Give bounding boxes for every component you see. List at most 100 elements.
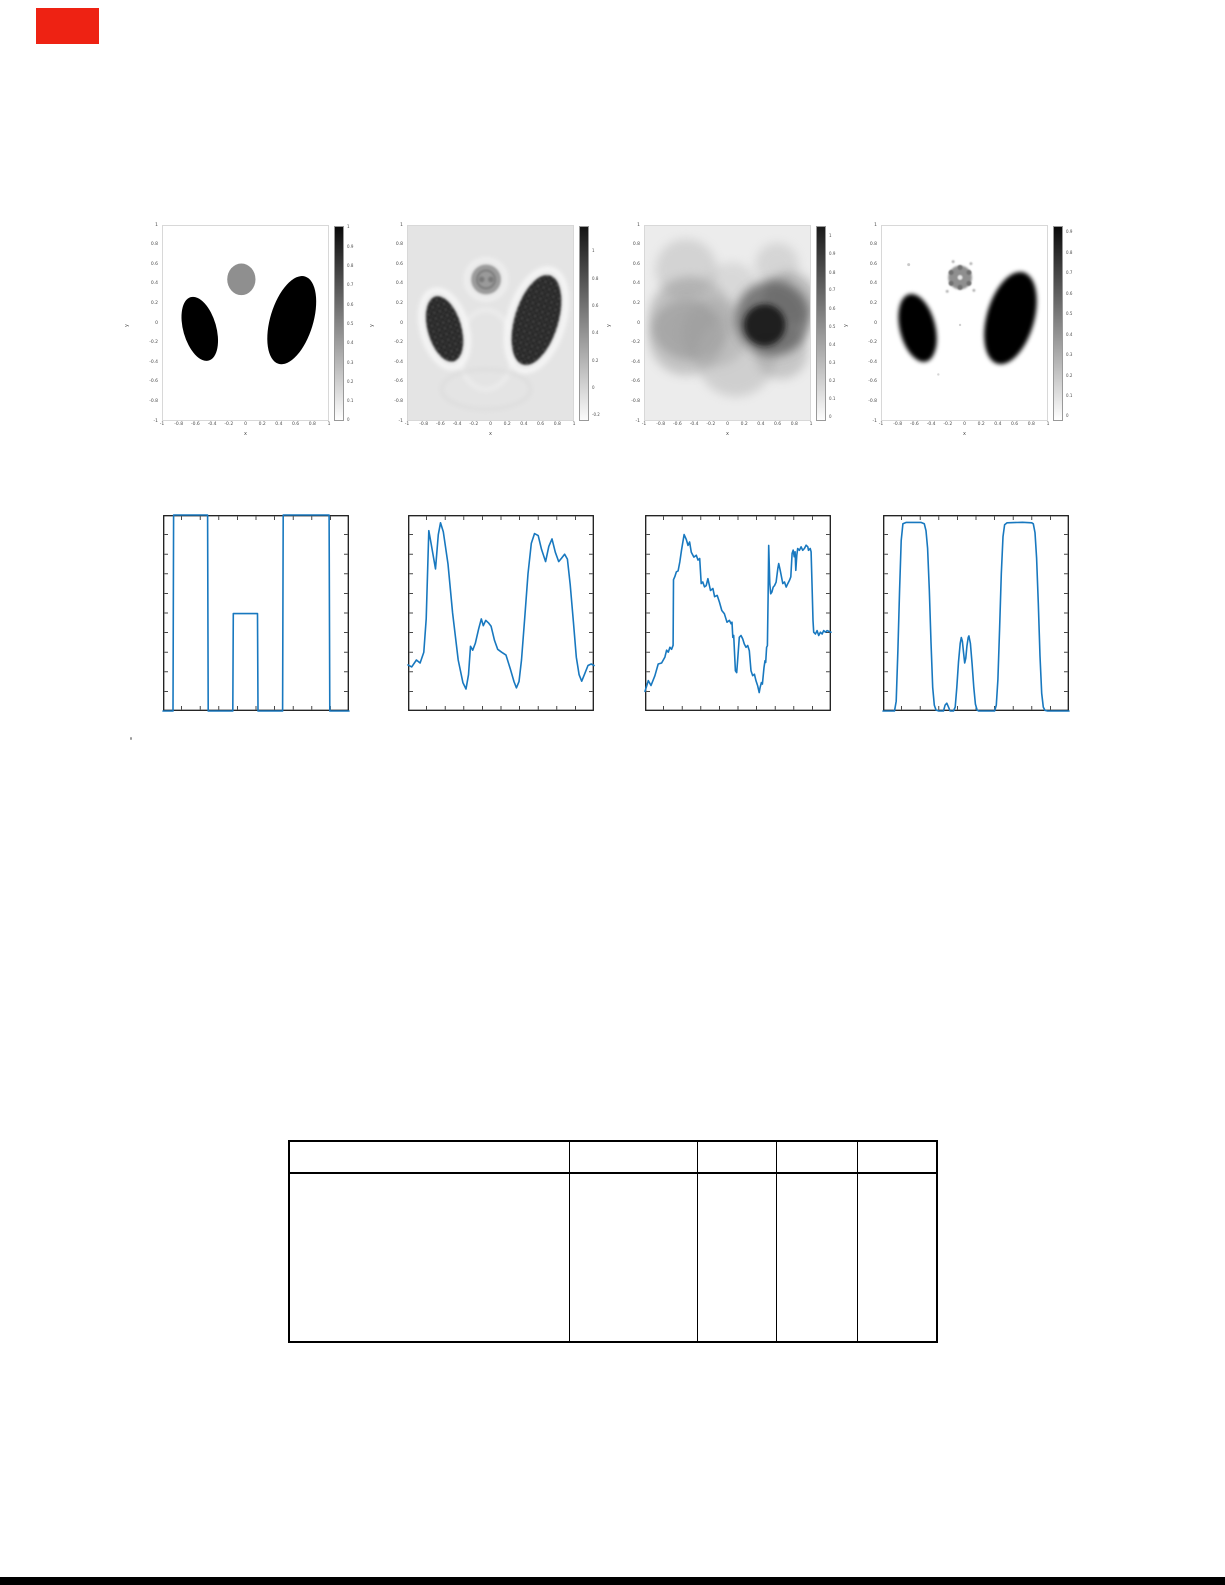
- y-tick-label: 0: [874, 320, 877, 326]
- y-tick-label: -0.8: [631, 398, 640, 404]
- profile-plot-4: [882, 515, 1070, 712]
- blob-speck: [966, 280, 972, 286]
- plot-border: [408, 515, 594, 711]
- colorbar-tick-label: 0.2: [1066, 372, 1073, 378]
- colorbar-tick-label: 0.4: [1066, 331, 1073, 337]
- x-tick-label: -0.2: [943, 422, 953, 427]
- colorbar-tick-label: 0.3: [1066, 352, 1073, 358]
- x-tick-label: -0.8: [174, 422, 184, 427]
- y-tick-label: -0.4: [631, 359, 640, 365]
- x-tick-label: 0.4: [275, 422, 283, 427]
- y-tick-label: 0.4: [869, 281, 877, 287]
- y-tick-label: 0: [155, 320, 158, 326]
- x-tick-label: 1: [1046, 422, 1050, 427]
- x-tick-label: 0.2: [503, 422, 511, 427]
- x-tick-label: -0.6: [673, 422, 682, 427]
- y-tick-label: -0.4: [868, 359, 877, 365]
- y-tick-label: -1: [398, 418, 404, 424]
- x-tick-label: -0.6: [191, 422, 200, 427]
- x-tick-label: -0.6: [436, 422, 445, 427]
- x-tick-label: 0: [963, 422, 966, 427]
- y-tick-label: 0: [637, 320, 640, 326]
- y-tick-label: 0.4: [395, 281, 403, 287]
- results-table: [288, 1140, 938, 1343]
- profile-line: [644, 533, 832, 694]
- halo-right: [504, 266, 569, 374]
- colorbar: 1 0.8 0.6 0.4 0.2 0 -0.2: [579, 226, 600, 421]
- colorbar-tick-label: 0: [829, 413, 832, 419]
- y-tick-label: 0.8: [395, 242, 403, 248]
- colorbar-tick-label: 0: [592, 385, 595, 391]
- x-tick-label: 0.8: [790, 422, 798, 427]
- edge-spike: [969, 262, 973, 266]
- y-tick-label: -0.6: [394, 379, 403, 385]
- x-tick-label: 0.6: [292, 422, 300, 427]
- colorbar-tick-label: 0.5: [1066, 311, 1073, 317]
- colorbar-tick-label: 0.8: [1066, 249, 1073, 255]
- y-tick-label: 1: [155, 222, 158, 228]
- phantom-image-smooth: [407, 225, 574, 421]
- colorbar-tick-label: 0.2: [829, 378, 836, 384]
- table-header-cell: [698, 1142, 778, 1172]
- colorbar-tick-label: 0.4: [829, 341, 836, 347]
- y-tick-label: -0.6: [868, 379, 877, 385]
- y-tick-label: 0.6: [632, 261, 640, 267]
- image-panel-3: y 1 0.8 0.6 0.4 0.2 0 -0.2 -0.4 -0.6 -0.8 -1: [606, 223, 835, 438]
- colorbar-tick-label: 0.2: [592, 357, 599, 363]
- colorbar-tick-label: 0.7: [829, 287, 836, 293]
- x-tick-label: -1: [878, 422, 884, 427]
- circle-dot-artifact: [478, 276, 485, 283]
- colorbar-labels: 1 0.8 0.6 0.4 0.2 0 -0.2: [592, 226, 612, 421]
- plot-border: [163, 515, 349, 711]
- x-tick-label: 0: [489, 422, 492, 427]
- profile-plot-2: [407, 515, 595, 711]
- blob-speck: [948, 280, 954, 286]
- y-tick-labels: 1 0.8 0.6 0.4 0.2 0 -0.2 -0.4 -0.6 -0.8 -1: [131, 222, 159, 424]
- y-tick-label: -1: [872, 418, 878, 424]
- colorbar-tick-label: 0.3: [829, 360, 836, 365]
- colorbar-tick-label: -0.2: [592, 411, 600, 417]
- colorbar-tick-label: 0.3: [347, 359, 354, 365]
- y-tick-label: -0.8: [868, 398, 877, 404]
- x-tick-label: 0.6: [537, 422, 545, 427]
- recon-gray-circle: [471, 264, 501, 295]
- y-tick-label: -1: [153, 418, 159, 424]
- x-tick-label: -1: [641, 422, 647, 427]
- profile-plot-3: [644, 515, 832, 711]
- y-tick-label: -0.2: [631, 340, 640, 346]
- y-tick-label: -0.6: [149, 379, 158, 385]
- x-tick-labels: -1 -0.8 -0.6 -0.4 -0.2 0 0.2 0.4 0.6 0.8 1: [879, 421, 1050, 429]
- y-tick-labels: 1 0.8 0.6 0.4 0.2 0 -0.2 -0.4 -0.6 -0.8 -1: [376, 223, 404, 424]
- y-tick-label: 1: [874, 222, 877, 228]
- table-body-row: [290, 1174, 936, 1341]
- plot-border: [883, 515, 1069, 711]
- darkest-blob: [743, 304, 786, 346]
- noise-speck: [937, 373, 940, 376]
- recon-right-ellipse: [984, 271, 1037, 365]
- colorbar-tick-label: 0.4: [592, 329, 599, 335]
- x-tick-label: 0: [244, 422, 247, 427]
- x-tick-label: 0.8: [1027, 422, 1035, 427]
- colorbar-gradient: [816, 226, 826, 421]
- colorbar-tick-label: 0.6: [1066, 290, 1073, 296]
- phantom-right-ellipse: [267, 276, 317, 365]
- y-tick-label: -0.4: [149, 359, 158, 365]
- phantom-image-blobs: [644, 225, 811, 421]
- x-tick-label: -0.8: [656, 422, 666, 427]
- blob-speck: [966, 270, 972, 275]
- x-tick-label: -1: [159, 422, 165, 427]
- colorbar-gradient: [579, 226, 589, 421]
- stray-dot: [130, 737, 132, 740]
- y-tick-label: 0.6: [150, 261, 158, 267]
- y-tick-label: -0.4: [394, 359, 403, 365]
- table-header-cell: [858, 1142, 936, 1172]
- y-tick-label: -0.2: [149, 340, 158, 346]
- x-tick-label: -0.2: [224, 422, 234, 427]
- y-tick-label: 0.2: [632, 300, 640, 306]
- x-tick-label: -0.8: [893, 422, 903, 427]
- y-tick-label: 0.4: [150, 281, 158, 287]
- colorbar-labels: 1 0.9 0.8 0.7 0.6 0.5 0.4 0.3 0.2 0.1 0: [347, 224, 367, 421]
- blob-speck: [957, 265, 963, 271]
- red-marker-box: [36, 8, 99, 44]
